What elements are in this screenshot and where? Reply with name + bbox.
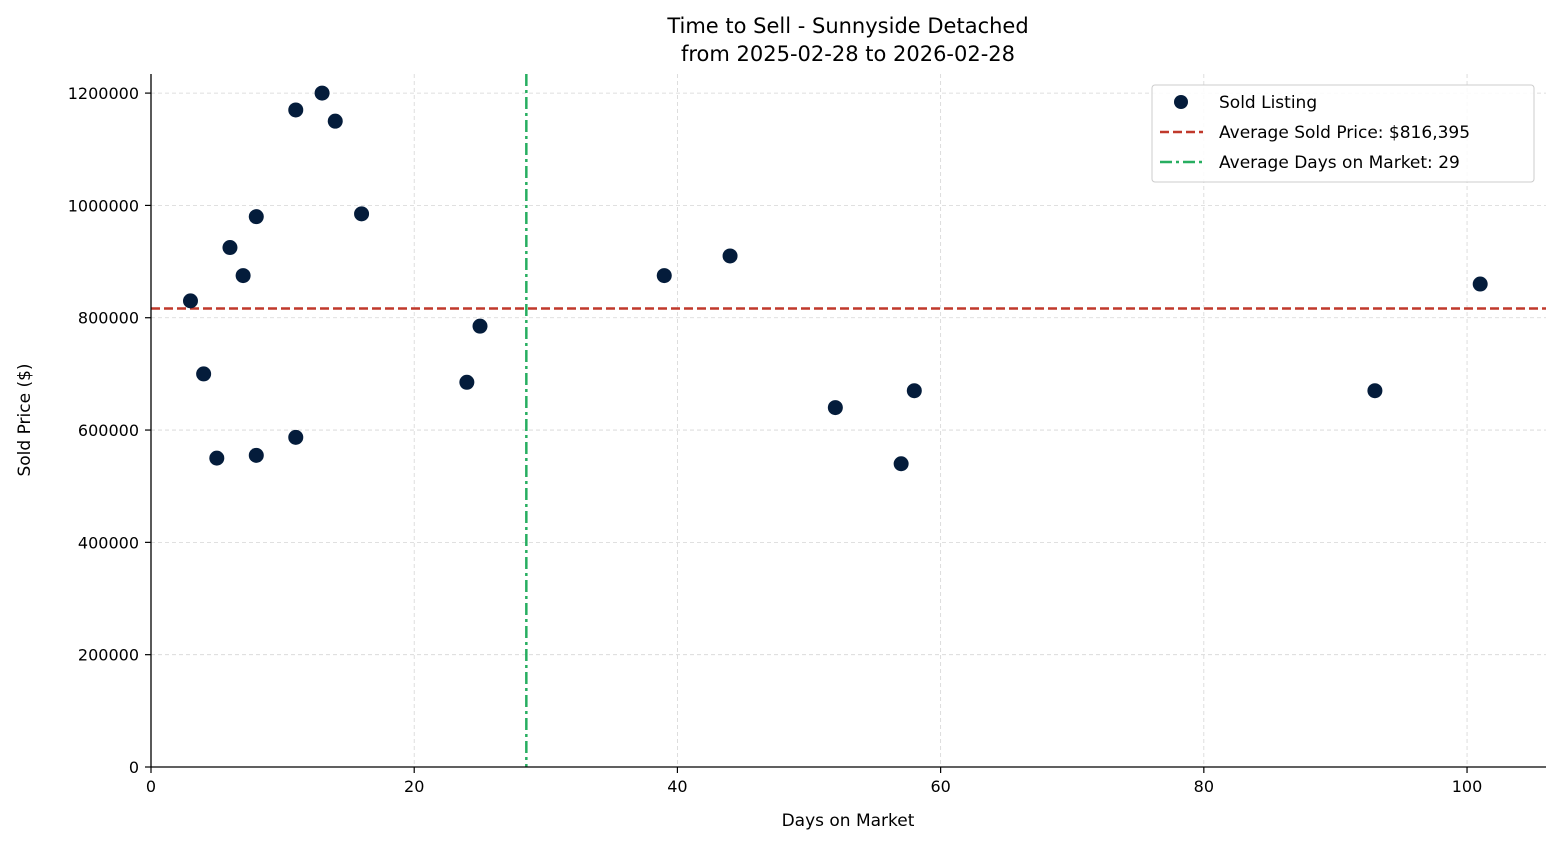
x-tick-label: 100: [1452, 777, 1483, 796]
ticks: 0 20 40 60 80 100 0 200000 400000 600000 800000 100…: [68, 84, 1483, 796]
data-point: [288, 429, 304, 445]
y-tick-label: 1200000: [68, 84, 139, 103]
y-tick-label: 200000: [78, 646, 139, 665]
y-axis-label: Sold Price ($): [15, 363, 35, 476]
y-tick-label: 1000000: [68, 196, 139, 215]
data-point: [196, 366, 212, 382]
y-tick-label: 400000: [78, 533, 139, 552]
data-point: [656, 268, 672, 284]
data-point: [1472, 276, 1488, 292]
data-point: [327, 113, 343, 129]
data-point: [209, 450, 225, 466]
legend-label-sold-listing: Sold Listing: [1219, 93, 1317, 113]
legend: Sold Listing Average Sold Price: $816,39…: [1151, 84, 1535, 183]
chart-subtitle: from 2025-02-28 to 2026-02-28: [681, 42, 1015, 66]
data-point: [222, 240, 238, 256]
legend-box: [1151, 84, 1535, 183]
x-tick-label: 60: [930, 777, 950, 796]
y-tick-label: 0: [129, 758, 139, 777]
data-point: [1367, 383, 1383, 399]
data-point: [906, 383, 922, 399]
data-point: [472, 318, 488, 334]
y-tick-label: 800000: [78, 309, 139, 328]
data-point: [459, 374, 475, 390]
data-points: [182, 85, 1488, 472]
data-point: [182, 293, 198, 309]
reference-lines: [151, 74, 1546, 767]
x-tick-label: 0: [146, 777, 156, 796]
data-point: [288, 102, 304, 118]
x-tick-label: 20: [404, 777, 424, 796]
x-tick-label: 80: [1194, 777, 1214, 796]
data-point: [722, 248, 738, 264]
legend-marker-sold-listing: [1174, 95, 1188, 109]
data-point: [235, 268, 251, 284]
chart-title: Time to Sell - Sunnyside Detached: [666, 14, 1028, 38]
legend-label-avg-price: Average Sold Price: $816,395: [1219, 123, 1470, 143]
legend-label-avg-days: Average Days on Market: 29: [1219, 153, 1460, 173]
data-point: [248, 209, 264, 225]
data-point: [827, 400, 843, 416]
data-point: [893, 456, 909, 472]
x-axis-label: Days on Market: [782, 811, 915, 831]
x-tick-label: 40: [667, 777, 687, 796]
data-point: [248, 447, 264, 463]
y-tick-label: 600000: [78, 421, 139, 440]
data-point: [314, 85, 330, 101]
data-point: [354, 206, 370, 222]
